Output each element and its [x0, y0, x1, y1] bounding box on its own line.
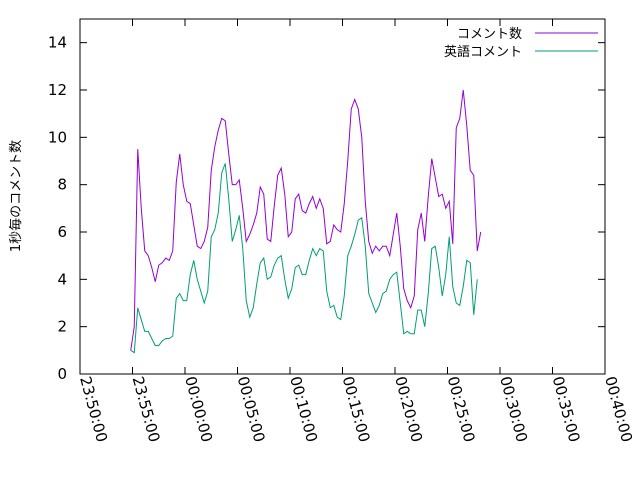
y-tick-label: 4 — [57, 270, 67, 288]
x-tick-label: 00:15:00 — [339, 374, 374, 444]
x-tick-label: 00:20:00 — [391, 374, 426, 444]
series-line-0 — [130, 89, 482, 351]
y-tick-label: 6 — [57, 223, 67, 241]
series-line-1 — [130, 163, 478, 354]
y-tick-label: 14 — [48, 34, 67, 52]
legend-label-0: コメント数 — [457, 27, 522, 42]
series-lines — [130, 89, 482, 354]
y-axis-label: 1秒毎のコメント数 — [8, 140, 24, 252]
x-tick-label: 00:10:00 — [286, 374, 321, 444]
y-axis: 0 2 4 6 8 10 12 14 — [48, 34, 605, 383]
x-axis: 23:50:00 23:55:00 00:00:00 00:05:00 00:10:00… — [76, 19, 636, 444]
x-tick-label: 00:40:00 — [601, 374, 636, 444]
y-tick-label: 8 — [57, 176, 67, 194]
y-tick-label: 10 — [48, 128, 67, 146]
y-tick-label: 0 — [57, 365, 67, 383]
y-tick-label: 12 — [48, 81, 67, 99]
x-tick-label: 23:50:00 — [76, 374, 111, 444]
plot-frame — [79, 18, 606, 375]
x-tick-label: 00:25:00 — [444, 374, 479, 444]
x-tick-label: 00:05:00 — [234, 374, 269, 444]
x-tick-label: 00:35:00 — [549, 374, 584, 444]
x-tick-label: 00:30:00 — [496, 374, 531, 444]
x-tick-label: 23:55:00 — [129, 374, 164, 444]
x-tick-label: 00:00:00 — [181, 374, 216, 444]
legend-label-1: 英語コメント — [444, 44, 522, 60]
y-tick-label: 2 — [57, 318, 67, 336]
